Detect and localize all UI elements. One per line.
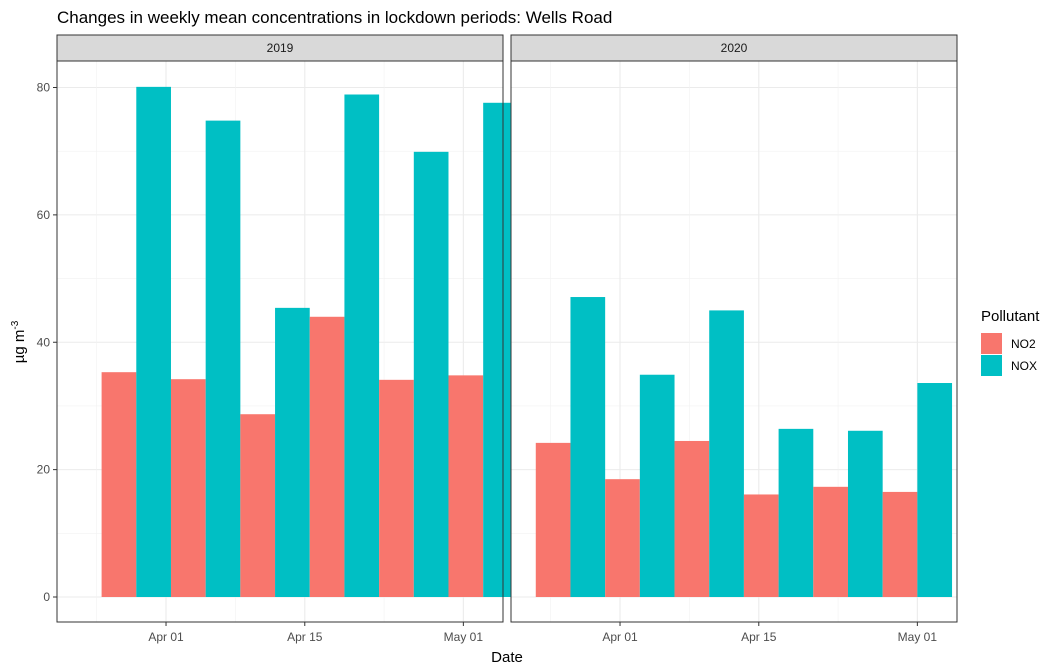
bar-nox-2019-04-19 xyxy=(344,94,380,598)
bar-no2-2020-04-24 xyxy=(813,486,848,597)
x-axis-title: Date xyxy=(491,649,523,666)
x-tick-label: Apr 15 xyxy=(741,630,777,644)
bar-nox-2020-05-01 xyxy=(917,383,953,597)
bar-nox-2019-04-26 xyxy=(413,151,449,597)
bar-no2-2020-04-03 xyxy=(605,479,640,597)
chart-title: Changes in weekly mean concentrations in… xyxy=(57,8,612,27)
bar-no2-2019-05-03 xyxy=(448,375,484,597)
bar-no2-2020-05-01 xyxy=(882,491,918,597)
panel-2019: 2019 Apr 01 Apr 15 May 01 xyxy=(56,34,518,644)
y-tick-label: 0 xyxy=(43,590,50,604)
y-tick-label: 40 xyxy=(37,335,51,349)
legend-key-nox xyxy=(981,355,1002,376)
legend-label-no2: NO2 xyxy=(1011,337,1036,351)
bar-nox-2020-04-03 xyxy=(639,374,675,597)
bar-no2-2019-04-12 xyxy=(240,414,276,597)
bar-nox-2020-04-10 xyxy=(709,310,744,597)
bar-no2-2019-03-29 xyxy=(101,372,137,597)
bar-no2-2020-03-27 xyxy=(535,442,571,597)
strip-background xyxy=(510,34,958,62)
bar-no2-2019-04-05 xyxy=(170,379,206,597)
y-tick-label: 60 xyxy=(37,208,51,222)
bar-no2-2020-04-10 xyxy=(674,440,710,597)
x-tick-label: Apr 15 xyxy=(287,630,323,644)
legend-key-no2 xyxy=(981,333,1002,354)
x-tick-label: May 01 xyxy=(444,630,484,644)
legend-label-nox: NOX xyxy=(1011,359,1037,373)
bar-nox-2020-03-27 xyxy=(570,297,606,597)
bar-no2-2020-04-17 xyxy=(743,494,779,597)
x-tick-label: Apr 01 xyxy=(148,630,184,644)
legend-items: NO2 NOX xyxy=(981,333,1037,376)
strip-background xyxy=(56,34,504,62)
x-tick-label: May 01 xyxy=(898,630,938,644)
bar-nox-2019-03-29 xyxy=(136,86,171,597)
y-axis-title-text: µg m xyxy=(11,330,28,364)
bar-nox-2019-04-12 xyxy=(275,307,310,597)
bar-nox-2020-04-24 xyxy=(847,430,883,597)
strip-label: 2020 xyxy=(721,41,748,55)
legend: Pollutant NO2 NOX xyxy=(981,308,1040,376)
y-tick-label: 80 xyxy=(37,81,51,95)
legend-title: Pollutant xyxy=(981,308,1040,325)
bar-nox-2020-04-17 xyxy=(778,428,814,597)
y-tick-label: 20 xyxy=(37,463,51,477)
panel-2020: 2020 Apr 01 Apr 15 May 01 xyxy=(510,34,958,644)
y-axis-title-superscript: -3 xyxy=(10,320,21,329)
bar-no2-2019-04-19 xyxy=(309,316,345,597)
y-axis-title: µg m-3 xyxy=(10,320,28,363)
x-tick-label: Apr 01 xyxy=(602,630,638,644)
bar-nox-2019-04-05 xyxy=(205,120,241,598)
bar-no2-2019-04-26 xyxy=(379,379,414,597)
y-axis: 0 20 40 60 80 xyxy=(37,81,57,604)
facet-panels: 2019 Apr 01 Apr 15 May 01 2020 Apr 01 Apr 15 Ma… xyxy=(56,34,958,644)
strip-label: 2019 xyxy=(267,41,294,55)
